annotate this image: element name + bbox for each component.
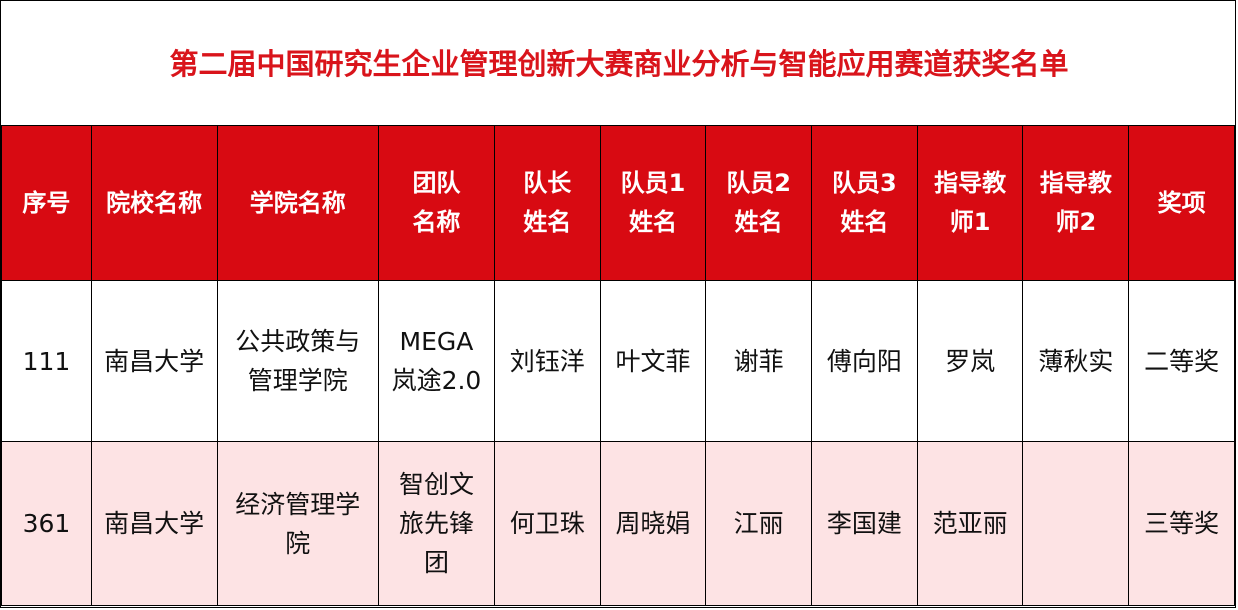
cell-award: 二等奖 [1128,280,1235,442]
cell-member2: 江丽 [705,441,813,606]
cell-captain: 何卫珠 [493,441,601,606]
cell-university: 南昌大学 [90,441,218,606]
cell-member2: 谢菲 [705,280,813,442]
header-member2: 队员2 姓名 [705,125,813,281]
header-university: 院校名称 [90,125,218,281]
table-row: 361 南昌大学 经济管理学 院 智创文 旅先锋 团 何卫珠 周晓娟 江丽 李国… [1,441,1235,606]
header-index: 序号 [1,125,92,281]
cell-advisor1: 罗岚 [916,280,1024,442]
header-college: 学院名称 [216,125,380,281]
header-advisor1: 指导教 师1 [916,125,1024,281]
cell-advisor2: 薄秋实 [1022,280,1130,442]
header-award: 奖项 [1128,125,1235,281]
cell-member1: 周晓娟 [599,441,707,606]
cell-captain: 刘钰洋 [493,280,601,442]
cell-index: 111 [1,280,92,442]
cell-college: 公共政策与 管理学院 [216,280,380,442]
header-advisor2: 指导教 师2 [1022,125,1130,281]
cell-member3: 李国建 [811,441,918,606]
cell-team-name: MEGA 岚途2.0 [378,280,495,442]
header-captain: 队长 姓名 [493,125,601,281]
award-table: 序号 院校名称 学院名称 团队 名称 队长 姓名 队员1 姓名 队员2 姓名 队… [1,125,1235,606]
header-member1: 队员1 姓名 [599,125,707,281]
cell-advisor2 [1022,441,1130,606]
cell-advisor1: 范亚丽 [916,441,1024,606]
sheet-title: 第二届中国研究生企业管理创新大赛商业分析与智能应用赛道获奖名单 [169,46,1069,81]
cell-college: 经济管理学 院 [216,441,380,606]
cell-index: 361 [1,441,92,606]
header-member3: 队员3 姓名 [811,125,918,281]
table-row: 111 南昌大学 公共政策与 管理学院 MEGA 岚途2.0 刘钰洋 叶文菲 谢… [1,280,1235,442]
cell-award: 三等奖 [1128,441,1235,606]
header-row: 序号 院校名称 学院名称 团队 名称 队长 姓名 队员1 姓名 队员2 姓名 队… [1,125,1235,281]
cell-member3: 傅向阳 [811,280,918,442]
header-team-name: 团队 名称 [378,125,495,281]
cell-team-name: 智创文 旅先锋 团 [378,441,495,606]
cell-member1: 叶文菲 [599,280,707,442]
cell-university: 南昌大学 [90,280,218,442]
